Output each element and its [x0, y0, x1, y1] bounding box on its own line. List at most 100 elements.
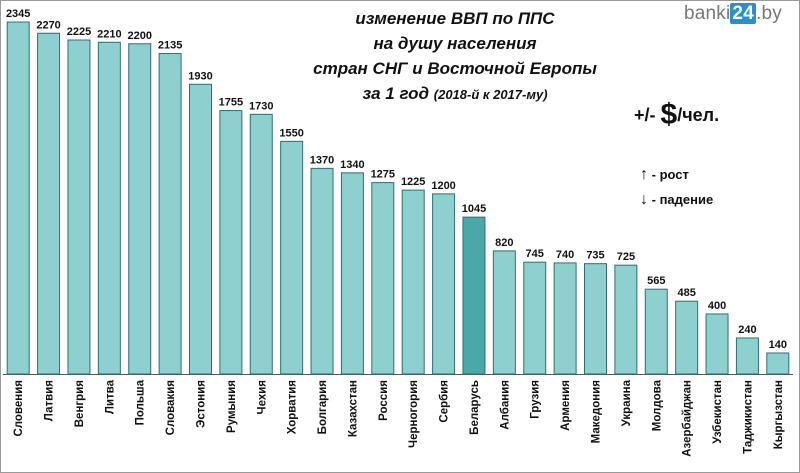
value-label-20: 735: [586, 250, 604, 262]
category-label-21: Украина: [621, 379, 633, 426]
value-label-16: 1045: [462, 203, 486, 215]
dollar-icon: $: [660, 98, 678, 131]
category-label-4: Литва: [104, 379, 116, 414]
value-label-6: 2135: [158, 40, 182, 52]
arrow-up-icon: ↑: [640, 166, 648, 183]
category-label-11: Болгария: [317, 380, 329, 434]
value-label-13: 1275: [371, 169, 395, 181]
title-line-1: изменение ВВП по ППС: [355, 9, 555, 28]
value-label-12: 1340: [340, 159, 364, 171]
bar-15: [432, 193, 456, 375]
value-label-10: 1550: [279, 127, 303, 139]
category-label-18: Грузия: [530, 380, 542, 419]
bar-24: [705, 313, 729, 375]
bar-14: [401, 189, 425, 375]
unit-suffix: /чел.: [677, 105, 720, 125]
category-label-9: Чехия: [256, 380, 268, 415]
legend-down-label: - падение: [651, 192, 714, 207]
category-label-22: Молдова: [651, 379, 663, 431]
value-label-24: 400: [708, 300, 726, 312]
unit-label: +/- $/чел.: [634, 98, 719, 132]
bar-9: [249, 113, 273, 375]
category-label-20: Македония: [591, 380, 603, 443]
bar-13: [371, 182, 395, 375]
value-label-14: 1225: [401, 176, 425, 188]
value-label-2: 2270: [36, 19, 60, 31]
bar-22: [644, 288, 668, 375]
category-label-14: Черногория: [408, 380, 420, 448]
bar-25: [735, 337, 759, 375]
category-label-2: Латвия: [44, 380, 56, 421]
category-label-5: Польша: [135, 379, 147, 425]
value-label-21: 725: [617, 251, 635, 263]
category-label-6: Словакия: [165, 380, 177, 435]
value-label-7: 1930: [188, 70, 212, 82]
category-label-25: Таджикистан: [742, 380, 754, 454]
brand-suffix: .by: [755, 3, 782, 24]
category-label-15: Сербия: [439, 380, 451, 423]
value-label-22: 565: [647, 275, 665, 287]
bar-3: [67, 39, 91, 375]
category-label-24: Узбекистан: [712, 380, 724, 444]
category-label-17: Албания: [499, 380, 511, 430]
category-label-12: Казахстан: [347, 380, 359, 437]
value-label-26: 140: [769, 339, 787, 351]
legend-up-label: - рост: [651, 167, 689, 182]
title-line-4: за 1 год (2018-й к 2017-му): [300, 81, 610, 107]
bar-18: [523, 261, 547, 375]
category-label-1: Словения: [13, 380, 25, 437]
bar-26: [766, 352, 790, 375]
bar-4: [97, 41, 121, 375]
value-label-4: 2210: [97, 28, 121, 40]
category-label-19: Армения: [560, 380, 572, 431]
value-label-9: 1730: [249, 100, 273, 112]
bar-5: [128, 43, 152, 375]
value-label-8: 1755: [219, 97, 243, 109]
bar-10: [280, 140, 304, 375]
title-line-2: на душу населения: [373, 34, 537, 53]
category-label-13: Россия: [378, 380, 390, 421]
value-label-1: 2345: [6, 8, 30, 20]
legend-down: ↓ - падение: [640, 191, 713, 209]
brand-logo: banki 24 .by: [684, 3, 782, 25]
bar-23: [675, 300, 699, 375]
category-label-16: Беларусь: [469, 380, 481, 435]
category-label-3: Венгрия: [74, 380, 86, 427]
category-label-8: Румыния: [226, 380, 238, 433]
category-label-26: Кыргызстан: [773, 380, 785, 449]
bar-12: [340, 172, 364, 375]
legend: ↑ - рост ↓ - падение: [640, 166, 713, 216]
value-label-19: 740: [556, 249, 574, 261]
bar-19: [553, 262, 577, 375]
value-label-3: 2225: [67, 26, 91, 38]
bar-7: [189, 83, 212, 375]
chart-title: изменение ВВП по ППС на душу населения с…: [300, 6, 610, 107]
category-label-7: Эстония: [196, 380, 208, 428]
title-line-4-main: за 1 год: [362, 84, 430, 103]
bar-21: [614, 264, 638, 375]
bar-2: [37, 32, 61, 375]
value-label-18: 745: [526, 248, 544, 260]
value-label-15: 1200: [431, 180, 455, 192]
value-label-23: 485: [677, 287, 695, 299]
bar-16: [462, 216, 486, 375]
brand-number: 24: [730, 3, 756, 24]
value-label-17: 820: [495, 237, 513, 249]
value-label-5: 2200: [127, 30, 151, 42]
bar-17: [492, 250, 516, 375]
category-label-23: Азербайджан: [682, 380, 694, 457]
bar-20: [584, 263, 607, 375]
bar-11: [310, 167, 334, 375]
brand-prefix: banki: [684, 3, 731, 24]
title-line-3: стран СНГ и Восточной Европы: [313, 59, 597, 78]
unit-prefix: +/-: [634, 105, 661, 125]
value-label-25: 240: [738, 324, 756, 336]
arrow-down-icon: ↓: [640, 191, 648, 208]
bar-8: [219, 110, 243, 375]
value-label-11: 1370: [310, 154, 334, 166]
bar-1: [6, 21, 30, 375]
legend-up: ↑ - рост: [640, 166, 713, 184]
category-label-10: Хорватия: [287, 380, 299, 434]
bar-6: [158, 53, 182, 375]
